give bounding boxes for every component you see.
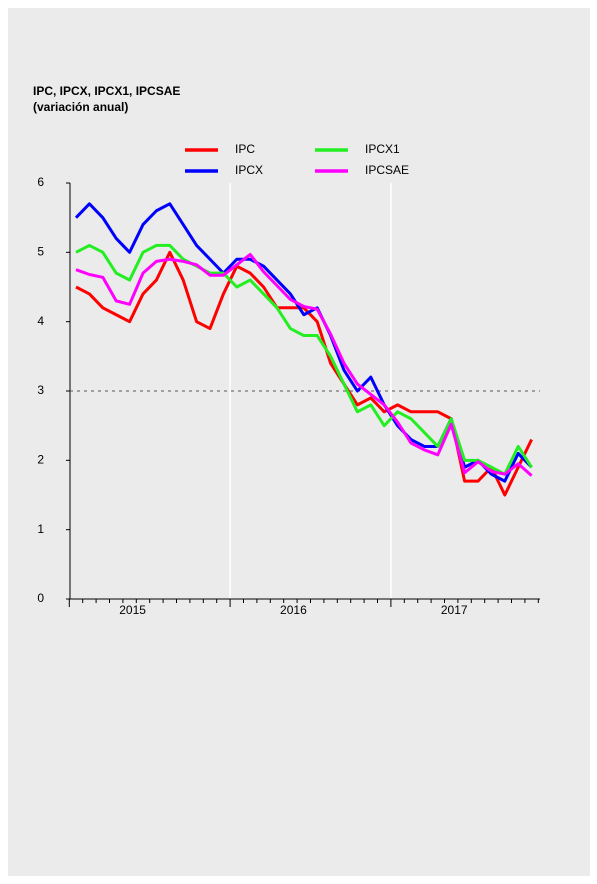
x-tick-label: 2017 [441, 603, 468, 617]
legend-label: IPCX1 [365, 142, 400, 156]
y-tick-label: 6 [37, 175, 44, 189]
x-tick-label: 2016 [280, 603, 307, 617]
y-tick-label: 2 [37, 453, 44, 467]
chart-subtitle: (variación anual) [33, 100, 128, 114]
y-tick-label: 5 [37, 245, 44, 259]
x-tick-label: 2015 [119, 603, 146, 617]
legend-label: IPCX [235, 163, 263, 177]
legend-label: IPCSAE [365, 163, 409, 177]
series-line [75, 243, 533, 476]
y-tick-label: 0 [37, 591, 44, 605]
y-tick-label: 1 [37, 522, 44, 536]
legend-label: IPC [235, 142, 255, 156]
chart-title: IPC, IPCX, IPCX1, IPCSAE [33, 84, 180, 98]
y-tick-label: 3 [37, 383, 44, 397]
series-line [75, 252, 533, 477]
panel [8, 8, 590, 876]
y-tick-label: 4 [37, 314, 44, 328]
